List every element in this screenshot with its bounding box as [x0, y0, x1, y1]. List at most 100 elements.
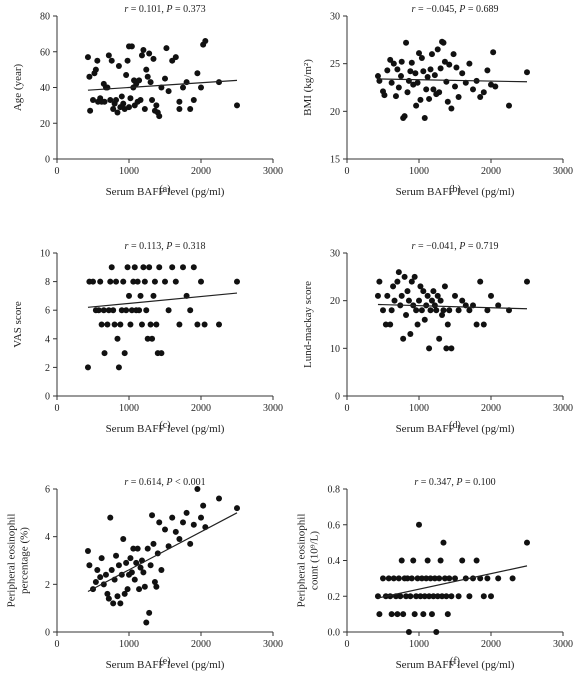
- data-point: [407, 331, 414, 338]
- data-point: [430, 288, 437, 295]
- data-point: [98, 321, 105, 328]
- data-point: [110, 600, 117, 607]
- y-tick-label: 8: [45, 277, 50, 288]
- data-point: [440, 307, 447, 314]
- correlation-stat: r = −0.045, P = 0.689: [412, 4, 499, 15]
- y-tick-label: 0.2: [328, 592, 341, 603]
- data-point: [384, 67, 391, 74]
- data-point: [143, 66, 150, 73]
- data-point: [420, 68, 427, 75]
- data-point: [477, 94, 484, 101]
- data-point: [400, 611, 407, 618]
- scatter-panel: 0 20 40 60 80 0 1000 2000 3000 r = 0.101, P = 0.3…: [12, 4, 283, 198]
- data-point: [524, 69, 530, 76]
- data-point: [136, 307, 143, 314]
- data-point: [97, 278, 104, 285]
- data-point: [98, 555, 105, 562]
- data-point: [121, 350, 128, 357]
- x-tick-label: 2000: [191, 403, 211, 414]
- data-point: [234, 505, 240, 512]
- data-point: [414, 321, 421, 328]
- data-point: [190, 97, 197, 104]
- data-point: [413, 307, 420, 314]
- x-tick-label: 2000: [481, 639, 501, 650]
- data-point: [102, 571, 109, 578]
- data-point: [172, 54, 179, 61]
- data-point: [187, 105, 194, 112]
- data-point: [128, 43, 135, 50]
- data-point: [480, 593, 487, 600]
- data-point: [417, 593, 424, 600]
- data-point: [421, 316, 428, 323]
- data-point: [408, 59, 415, 66]
- data-point: [151, 578, 158, 585]
- data-point: [151, 278, 158, 285]
- data-point: [455, 593, 462, 600]
- y-tick-label: 20: [40, 119, 50, 130]
- data-point: [436, 335, 443, 342]
- data-point: [216, 495, 222, 502]
- data-point: [86, 562, 93, 569]
- data-point: [198, 278, 204, 285]
- data-point: [440, 39, 447, 46]
- data-point: [136, 586, 143, 593]
- data-point: [234, 278, 240, 285]
- data-point: [131, 264, 138, 271]
- x-tick-label: 0: [345, 166, 350, 177]
- data-point: [448, 593, 455, 600]
- panel-letter: (d): [449, 420, 461, 431]
- data-point: [404, 89, 411, 96]
- data-point: [410, 557, 417, 564]
- data-point: [495, 575, 502, 582]
- data-point: [433, 629, 440, 635]
- data-point: [455, 307, 462, 314]
- data-point: [110, 105, 117, 112]
- data-point: [190, 521, 197, 528]
- data-point: [120, 100, 127, 107]
- data-point: [459, 297, 466, 304]
- data-point: [105, 307, 112, 314]
- data-point: [416, 50, 422, 57]
- data-point: [123, 307, 130, 314]
- data-point: [127, 95, 134, 102]
- data-point: [114, 593, 121, 600]
- y-tick-label: 20: [330, 296, 340, 307]
- x-tick-label: 1000: [119, 403, 139, 414]
- correlation-stat: r = 0.113, P = 0.318: [125, 241, 206, 252]
- data-point: [404, 575, 411, 582]
- scatter-panel: 0 2 4 6 8 10 0 1000 2000 3000 r = 0.113, P = 0.318…: [12, 241, 283, 435]
- data-point: [137, 292, 144, 299]
- correlation-stat: r = 0.101, P = 0.373: [124, 4, 205, 15]
- data-point: [141, 278, 148, 285]
- y-tick-label: 6: [45, 485, 50, 496]
- data-point: [144, 545, 151, 552]
- trend-line: [87, 79, 238, 91]
- data-point: [434, 593, 441, 600]
- data-point: [180, 84, 186, 91]
- data-point: [428, 51, 435, 58]
- y-tick-label: 25: [330, 59, 340, 70]
- y-tick-label: 4: [45, 532, 50, 543]
- data-point: [147, 562, 154, 569]
- data-point: [424, 74, 431, 81]
- data-point: [95, 307, 102, 314]
- data-point: [101, 350, 108, 357]
- data-point: [140, 264, 147, 271]
- data-point: [426, 593, 433, 600]
- scatter-panel: 0 2 4 6 0 1000 2000 3000 r = 0.614, P < 0.001 Ser…: [5, 477, 283, 671]
- x-tick-label: 3000: [553, 639, 573, 650]
- x-tick-label: 2000: [481, 166, 501, 177]
- y-tick-label: 20: [330, 107, 340, 118]
- x-tick-label: 0: [345, 403, 350, 414]
- data-point: [150, 292, 157, 299]
- data-point: [444, 321, 451, 328]
- data-point: [434, 46, 441, 53]
- data-point: [137, 97, 144, 104]
- data-point: [376, 611, 383, 618]
- data-point: [395, 269, 402, 276]
- data-point: [108, 567, 115, 574]
- data-point: [114, 335, 121, 342]
- data-point: [394, 278, 401, 285]
- data-point: [169, 264, 176, 271]
- data-point: [117, 600, 124, 607]
